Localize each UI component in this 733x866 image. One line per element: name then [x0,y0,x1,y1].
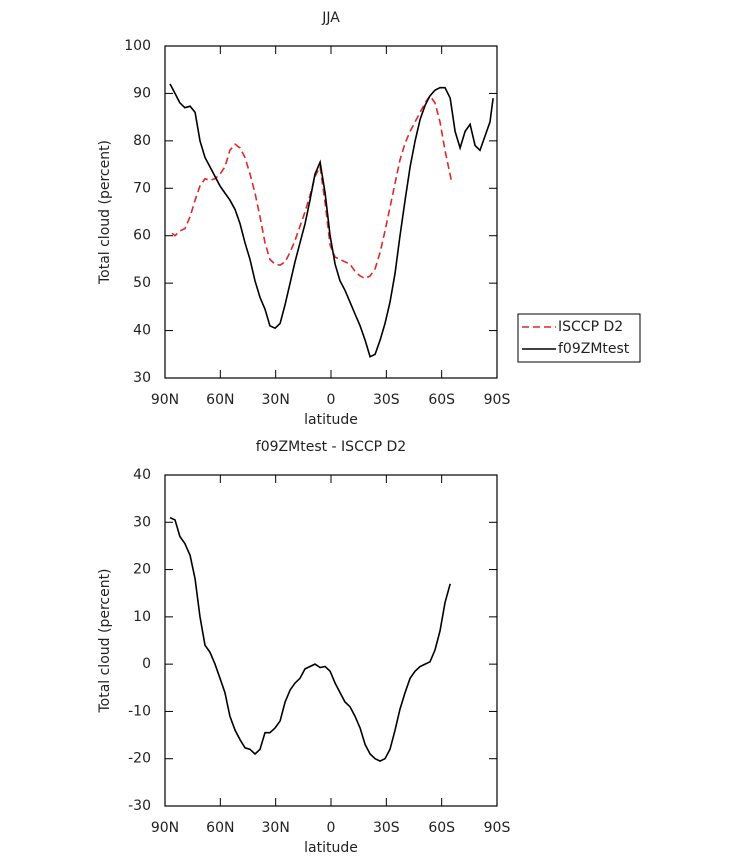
x-tick-label: 60S [428,392,455,408]
x-tick-label: 30S [373,392,400,408]
y-tick-label: -30 [128,798,151,814]
plot-frame [164,474,498,807]
data-line [169,516,451,762]
y-axis-label: Total cloud (percent) [97,140,113,285]
y-tick-label: 10 [133,609,151,625]
y-tick-label: 40 [133,323,151,339]
y-tick-label: -10 [128,703,151,719]
x-tick-label: 30N [262,392,290,408]
x-tick-label: 90N [151,392,179,408]
chart-title: JJA [321,10,340,26]
y-tick-label: 40 [133,467,151,483]
y-tick-label: -20 [128,751,151,767]
x-tick-label: 60N [206,392,234,408]
chart-title: f09ZMtest - ISCCP D2 [256,439,406,455]
data-line [171,94,453,280]
x-tick-label: 90N [151,820,179,836]
x-tick-label: 60S [428,820,455,836]
legend: ISCCP D2 f09ZMtest [517,313,641,363]
legend-label: f09ZMtest [558,341,630,357]
legend-label: ISCCP D2 [558,319,623,335]
y-tick-label: 20 [133,562,151,578]
x-tick-label: 0 [327,820,336,836]
x-tick-label: 0 [327,392,336,408]
x-tick-label: 30N [262,820,290,836]
y-tick-label: 0 [142,656,151,672]
x-tick-label: 90S [484,392,511,408]
y-tick-label: 30 [133,514,151,530]
x-tick-label: 30S [373,820,400,836]
y-axis-label: Total cloud (percent) [97,568,113,713]
y-tick-label: 100 [124,38,151,54]
plot-frame [164,45,498,379]
data-line [169,83,494,358]
x-tick-label: 90S [484,820,511,836]
y-tick-label: 60 [133,228,151,244]
legend-box [517,313,641,363]
x-axis-label: latitude [304,412,358,428]
y-tick-label: 30 [133,370,151,386]
y-tick-label: 90 [133,85,151,101]
y-tick-label: 70 [133,180,151,196]
x-tick-label: 60N [206,820,234,836]
x-axis-label: latitude [304,840,358,856]
y-tick-label: 80 [133,133,151,149]
y-tick-label: 50 [133,275,151,291]
